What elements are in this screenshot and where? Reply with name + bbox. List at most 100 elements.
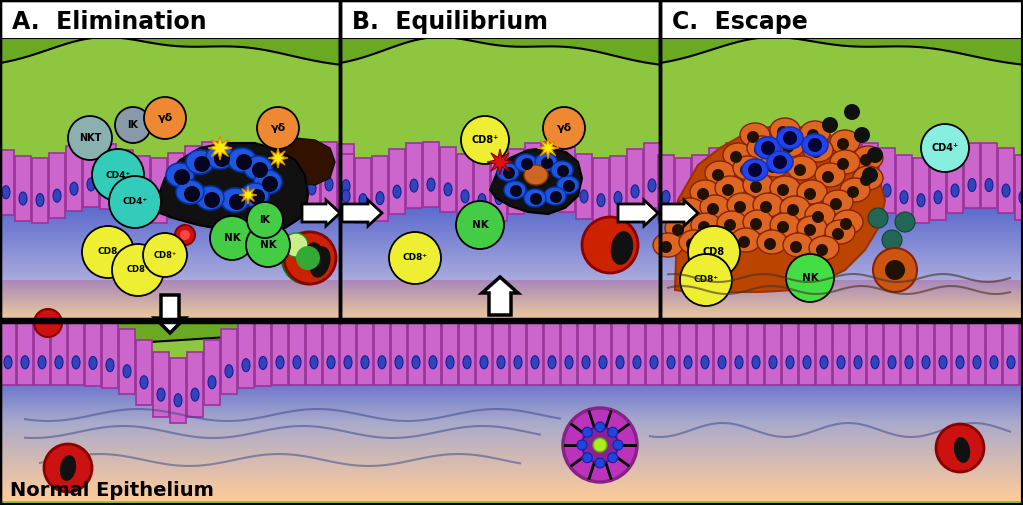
FancyBboxPatch shape bbox=[0, 268, 340, 270]
Text: CD8⁺: CD8⁺ bbox=[153, 250, 177, 260]
FancyBboxPatch shape bbox=[51, 320, 66, 385]
FancyBboxPatch shape bbox=[0, 320, 16, 385]
FancyBboxPatch shape bbox=[0, 486, 1023, 487]
Circle shape bbox=[249, 189, 265, 205]
Ellipse shape bbox=[427, 178, 435, 191]
FancyBboxPatch shape bbox=[83, 142, 99, 207]
FancyBboxPatch shape bbox=[0, 415, 1023, 417]
FancyBboxPatch shape bbox=[340, 217, 660, 219]
Circle shape bbox=[885, 260, 905, 280]
Ellipse shape bbox=[665, 216, 695, 240]
FancyBboxPatch shape bbox=[85, 321, 101, 386]
FancyBboxPatch shape bbox=[340, 204, 660, 206]
FancyBboxPatch shape bbox=[340, 270, 660, 272]
Circle shape bbox=[660, 241, 672, 253]
FancyBboxPatch shape bbox=[0, 204, 340, 206]
FancyBboxPatch shape bbox=[0, 239, 340, 240]
Ellipse shape bbox=[53, 189, 61, 202]
FancyBboxPatch shape bbox=[0, 288, 340, 289]
Ellipse shape bbox=[854, 356, 862, 369]
FancyBboxPatch shape bbox=[0, 387, 1023, 388]
FancyBboxPatch shape bbox=[0, 400, 1023, 401]
Ellipse shape bbox=[934, 191, 942, 204]
FancyBboxPatch shape bbox=[660, 296, 1023, 297]
Text: CD4⁺: CD4⁺ bbox=[105, 171, 131, 179]
FancyBboxPatch shape bbox=[0, 379, 1023, 380]
FancyBboxPatch shape bbox=[340, 303, 660, 305]
FancyBboxPatch shape bbox=[0, 243, 340, 244]
FancyBboxPatch shape bbox=[0, 267, 340, 269]
FancyBboxPatch shape bbox=[68, 320, 84, 385]
FancyBboxPatch shape bbox=[660, 241, 1023, 242]
FancyBboxPatch shape bbox=[660, 313, 1023, 315]
FancyBboxPatch shape bbox=[340, 275, 660, 277]
FancyBboxPatch shape bbox=[0, 374, 1023, 376]
FancyBboxPatch shape bbox=[340, 213, 660, 215]
FancyBboxPatch shape bbox=[660, 229, 1023, 230]
Circle shape bbox=[577, 440, 587, 450]
FancyBboxPatch shape bbox=[0, 316, 340, 318]
FancyBboxPatch shape bbox=[0, 428, 1023, 429]
FancyBboxPatch shape bbox=[340, 310, 660, 312]
Ellipse shape bbox=[524, 165, 548, 185]
FancyBboxPatch shape bbox=[340, 237, 660, 238]
FancyBboxPatch shape bbox=[0, 426, 1023, 428]
Ellipse shape bbox=[166, 163, 194, 187]
Circle shape bbox=[608, 427, 618, 437]
FancyBboxPatch shape bbox=[0, 455, 1023, 457]
Ellipse shape bbox=[800, 121, 830, 145]
Ellipse shape bbox=[968, 179, 976, 191]
FancyBboxPatch shape bbox=[340, 205, 660, 207]
FancyBboxPatch shape bbox=[660, 295, 1023, 296]
Circle shape bbox=[777, 221, 789, 233]
FancyBboxPatch shape bbox=[0, 462, 1023, 464]
FancyBboxPatch shape bbox=[660, 318, 1023, 320]
FancyBboxPatch shape bbox=[0, 436, 1023, 437]
FancyBboxPatch shape bbox=[66, 146, 82, 212]
FancyBboxPatch shape bbox=[0, 445, 1023, 446]
FancyBboxPatch shape bbox=[0, 312, 340, 314]
FancyBboxPatch shape bbox=[457, 154, 473, 219]
FancyBboxPatch shape bbox=[340, 252, 660, 254]
FancyBboxPatch shape bbox=[406, 143, 422, 209]
FancyBboxPatch shape bbox=[340, 200, 660, 201]
FancyBboxPatch shape bbox=[0, 464, 1023, 466]
Ellipse shape bbox=[815, 163, 845, 187]
Circle shape bbox=[707, 203, 719, 215]
FancyBboxPatch shape bbox=[0, 254, 340, 256]
Ellipse shape bbox=[557, 176, 579, 194]
Ellipse shape bbox=[653, 233, 683, 257]
FancyBboxPatch shape bbox=[340, 320, 356, 385]
FancyBboxPatch shape bbox=[660, 307, 1023, 309]
Circle shape bbox=[860, 154, 872, 166]
Circle shape bbox=[936, 424, 984, 472]
Circle shape bbox=[543, 107, 585, 149]
FancyBboxPatch shape bbox=[304, 146, 320, 211]
FancyBboxPatch shape bbox=[660, 268, 1023, 270]
FancyBboxPatch shape bbox=[340, 243, 660, 244]
Ellipse shape bbox=[274, 193, 282, 207]
FancyBboxPatch shape bbox=[0, 472, 1023, 474]
Ellipse shape bbox=[276, 356, 284, 369]
FancyBboxPatch shape bbox=[442, 320, 458, 385]
FancyBboxPatch shape bbox=[340, 268, 660, 270]
Circle shape bbox=[257, 107, 299, 149]
FancyBboxPatch shape bbox=[0, 391, 1023, 392]
FancyArrow shape bbox=[342, 200, 382, 226]
FancyBboxPatch shape bbox=[0, 442, 1023, 443]
FancyBboxPatch shape bbox=[340, 214, 660, 216]
FancyBboxPatch shape bbox=[660, 203, 1023, 205]
FancyBboxPatch shape bbox=[340, 216, 660, 218]
Ellipse shape bbox=[781, 190, 789, 204]
FancyBboxPatch shape bbox=[660, 238, 1023, 239]
FancyBboxPatch shape bbox=[0, 444, 1023, 445]
Circle shape bbox=[698, 221, 710, 233]
Circle shape bbox=[246, 223, 290, 267]
Ellipse shape bbox=[730, 179, 738, 192]
FancyBboxPatch shape bbox=[0, 473, 1023, 475]
FancyBboxPatch shape bbox=[660, 245, 1023, 246]
Circle shape bbox=[184, 186, 201, 202]
FancyBboxPatch shape bbox=[340, 220, 660, 222]
Text: CD8⁺: CD8⁺ bbox=[127, 266, 149, 275]
Circle shape bbox=[682, 206, 694, 218]
